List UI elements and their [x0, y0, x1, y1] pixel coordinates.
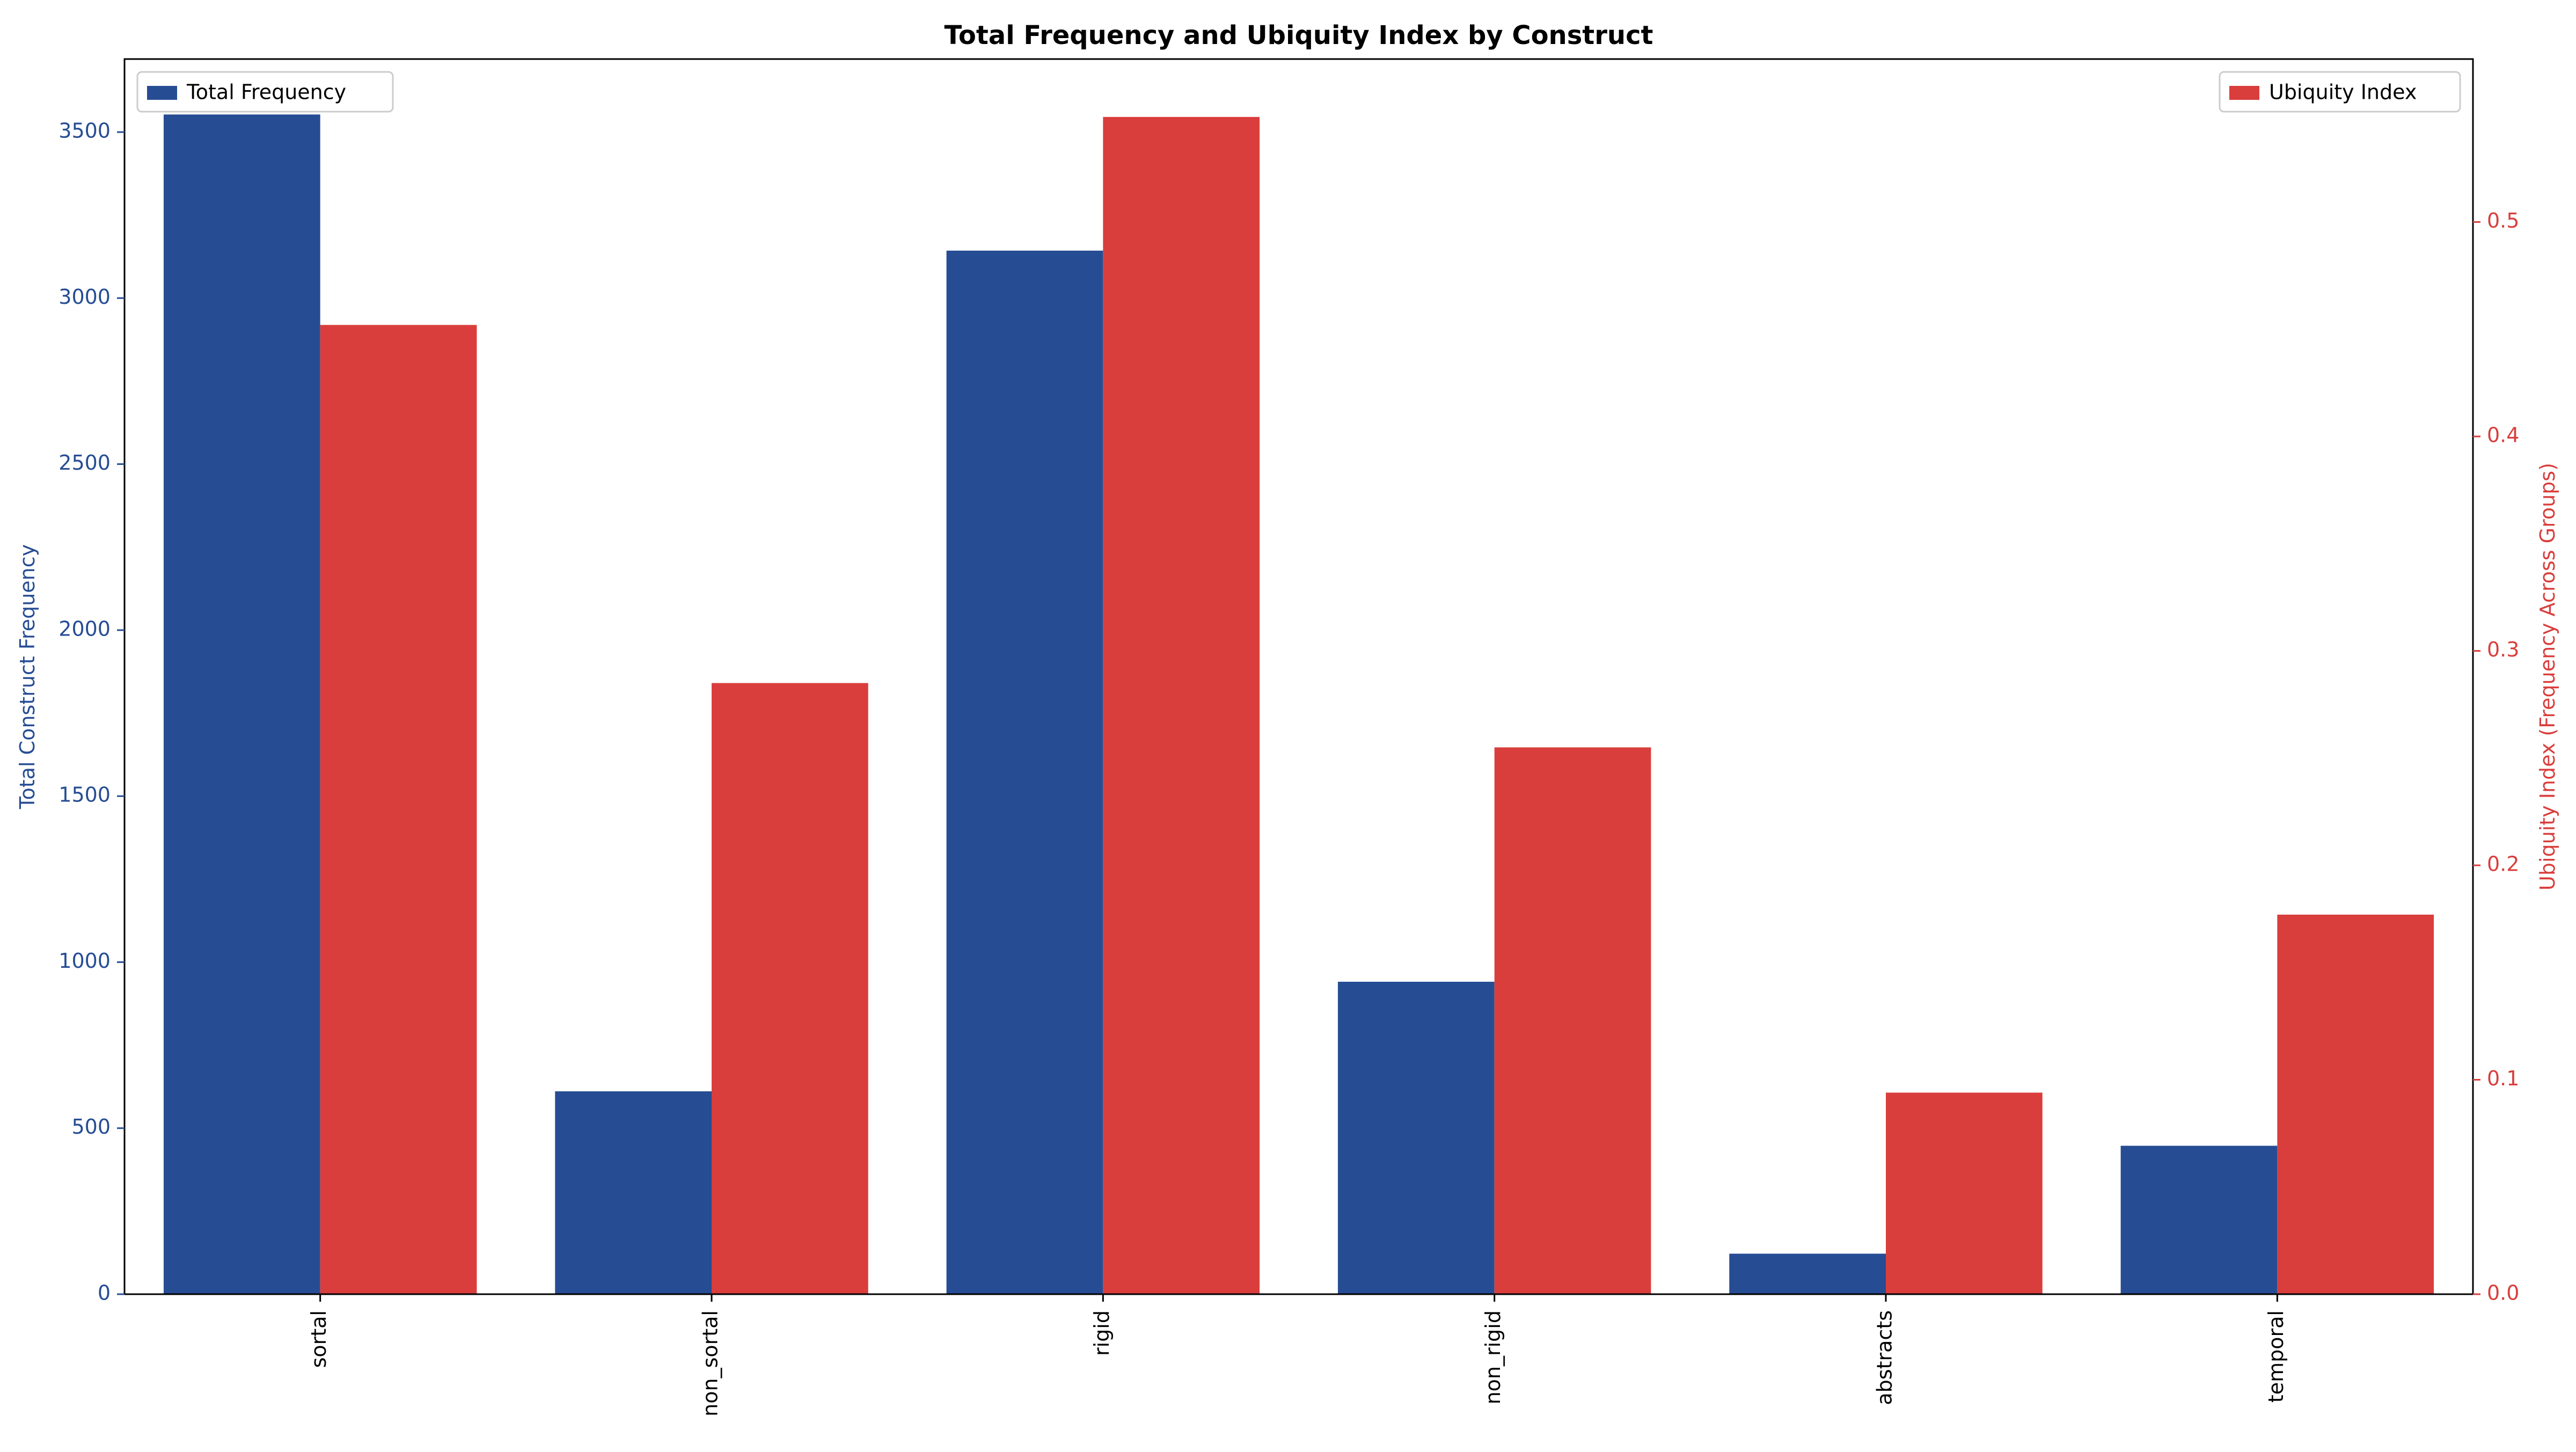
legend-ubiquity-index: Ubiquity Index	[2219, 71, 2461, 113]
bar-total-frequency-non_sortal	[555, 1091, 712, 1294]
legend-swatch	[147, 86, 177, 100]
y-right-axis-label: Ubiquity Index (Frequency Across Groups)	[2536, 463, 2559, 891]
y-left-tick-label: 0	[98, 1281, 111, 1305]
x-tick-label: temporal	[2264, 1310, 2288, 1403]
bar-ubiquity-index-rigid	[1103, 116, 1260, 1294]
bar-ubiquity-index-abstracts	[1886, 1092, 2043, 1294]
x-tick-label: rigid	[1090, 1310, 1114, 1356]
bar-total-frequency-sortal	[163, 114, 320, 1294]
y-left-axis-label: Total Construct Frequency	[16, 544, 39, 809]
y-left-tick-label: 1500	[58, 783, 111, 807]
y-right-tick-label: 0.0	[2487, 1281, 2519, 1305]
bar-total-frequency-temporal	[2120, 1145, 2278, 1294]
bar-ubiquity-index-sortal	[320, 325, 477, 1294]
y-right-tick-label: 0.2	[2487, 852, 2519, 876]
legend-swatch	[2229, 86, 2259, 100]
y-left-tick-label: 500	[71, 1115, 111, 1139]
bar-total-frequency-abstracts	[1729, 1253, 1886, 1294]
plot-frame	[123, 58, 2474, 1295]
x-tick-label: non_rigid	[1481, 1310, 1505, 1404]
y-left-tick-label: 2000	[58, 617, 111, 640]
x-tick-label: abstracts	[1873, 1310, 1897, 1405]
legend-box	[2219, 71, 2461, 113]
legend-box	[136, 71, 394, 113]
y-left-tick-label: 3000	[58, 285, 111, 309]
legend-label: Ubiquity Index	[2269, 81, 2417, 104]
y-left-tick-label: 3500	[58, 119, 111, 143]
y-left-tick-label: 2500	[58, 451, 111, 475]
chart-title: Total Frequency and Ubiquity Index by Co…	[945, 20, 1653, 50]
legend-label: Total Frequency	[186, 81, 346, 104]
y-right-tick-label: 0.3	[2487, 638, 2519, 661]
x-tick-label: non_sortal	[699, 1310, 722, 1417]
x-tick-label: sortal	[307, 1310, 331, 1368]
y-left-tick-label: 1000	[58, 949, 111, 973]
y-right-tick-label: 0.1	[2487, 1067, 2519, 1090]
bar-total-frequency-rigid	[946, 250, 1103, 1295]
y-right-tick-label: 0.5	[2487, 209, 2519, 232]
bar-ubiquity-index-temporal	[2277, 914, 2434, 1294]
bar-total-frequency-non_rigid	[1337, 981, 1495, 1294]
bar-ubiquity-index-non_sortal	[712, 683, 868, 1294]
legend-total-frequency: Total Frequency	[136, 71, 394, 113]
bar-ubiquity-index-non_rigid	[1494, 747, 1651, 1294]
y-right-tick-label: 0.4	[2487, 424, 2519, 447]
